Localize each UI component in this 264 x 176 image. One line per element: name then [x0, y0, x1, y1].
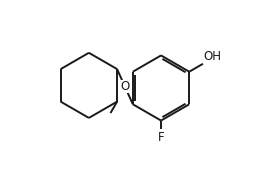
Text: F: F — [158, 131, 164, 144]
Text: O: O — [120, 80, 130, 93]
Text: OH: OH — [204, 50, 222, 63]
